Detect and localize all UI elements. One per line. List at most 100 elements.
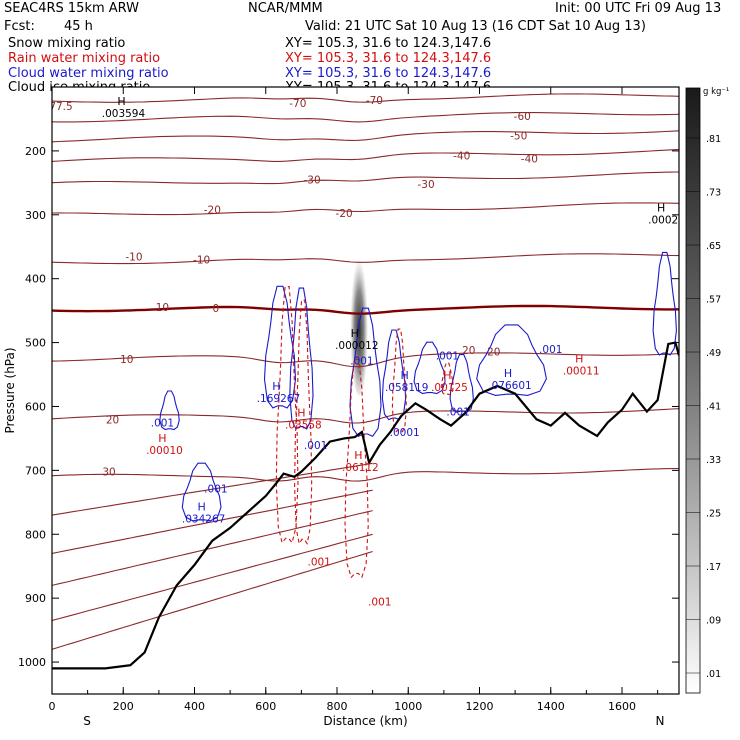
valid-time: Valid: 21 UTC Sat 10 Aug 13 (16 CDT Sat … <box>305 19 646 34</box>
y-tick-label: 500 <box>25 337 46 350</box>
cloud-water-contour-1 <box>263 285 297 409</box>
y-tick-label: 400 <box>25 273 46 286</box>
extremum-marker: H <box>197 501 205 514</box>
x-tick-label: 1400 <box>537 700 565 713</box>
x-tick-label: 1000 <box>394 700 422 713</box>
y-tick-label: 1000 <box>18 656 46 669</box>
colorbar-label: .41 <box>706 402 721 413</box>
field-xy-snow: XY= 105.3, 31.6 to 124.3,147.6 <box>285 36 492 51</box>
isotherm-30 <box>52 467 679 482</box>
isotherm-label: -40 <box>453 150 470 162</box>
isotherm-low-2 <box>52 510 373 586</box>
extremum-marker: H <box>351 327 359 340</box>
cloud-water-contour-8 <box>652 251 677 356</box>
field-name-rain: Rain water mixing ratio <box>8 51 161 66</box>
plot-contents: -77.5 -70 -70 -60 -50 -40 -40 -30 -30 -20 -20 -10 -1… <box>52 93 679 670</box>
field-name-cloud-water: Cloud water mixing ratio <box>8 66 169 81</box>
isotherm-label: -50 <box>510 131 527 143</box>
cloud-water-contour-2 <box>289 287 314 430</box>
colorbar-label: .49 <box>706 348 721 359</box>
rain-water-contour-3 <box>344 358 369 579</box>
init-time: Init: 00 UTC Fri 09 Aug 13 <box>555 1 722 16</box>
extremum-marker: H <box>575 352 583 365</box>
colorbar-label: .65 <box>706 241 721 252</box>
plot-frame <box>51 86 680 695</box>
y-tick-label: 700 <box>25 464 46 477</box>
org-label: NCAR/MMM <box>248 1 323 16</box>
colorbar-label: .57 <box>706 295 721 306</box>
fcst-label: Fcst: <box>4 19 35 34</box>
isotherm-label: -30 <box>417 179 434 191</box>
isotherm-label: -70 <box>289 98 306 110</box>
isotherm-20 <box>52 408 679 424</box>
isotherm--70 <box>52 93 679 103</box>
extremum-value: .076601 <box>488 380 531 392</box>
colorbar-label: .81 <box>706 134 721 145</box>
rain-water-contour-4 <box>391 328 407 433</box>
y-tick-label: 300 <box>25 209 46 222</box>
extremum-value: .06112 <box>342 462 379 474</box>
isotherm-label: -60 <box>514 111 531 123</box>
y-axis-label: Pressure (hPa) <box>3 347 17 433</box>
cloud-water-contour-7 <box>476 324 547 396</box>
contour-value-label: .001 <box>151 417 174 429</box>
x-tick-label: 200 <box>113 700 134 713</box>
isotherm-label: 0 <box>213 303 220 315</box>
cloud-water-contour-3 <box>349 307 382 437</box>
contour-value-label: .0001 <box>390 427 420 439</box>
x-tick-label: 600 <box>255 700 276 713</box>
isotherm-low-1 <box>52 489 373 554</box>
isotherm-label: -10 <box>193 255 210 267</box>
extremum-value: .00125 <box>431 382 468 394</box>
isotherm--20 <box>52 202 679 216</box>
isotherm--30 <box>52 171 679 185</box>
isotherm-label: -20 <box>336 208 353 220</box>
x-tick-label: 1600 <box>608 700 636 713</box>
isotherm-label: 20 <box>487 347 500 359</box>
contour-value-label: .001 <box>304 440 327 452</box>
terrain-line <box>52 341 679 670</box>
extremum-value: .169267 <box>257 393 300 405</box>
plot-area <box>52 87 679 694</box>
extremum-marker: H <box>158 432 166 445</box>
isotherm-label: 10 <box>156 302 169 314</box>
extremum-value: .034267 <box>182 514 225 526</box>
isotherm-0 <box>52 304 679 315</box>
isotherm-label: -30 <box>303 175 320 187</box>
extremum-marker: H <box>272 380 280 393</box>
x-tick-label: 1200 <box>466 700 494 713</box>
extremum-marker: H <box>354 449 362 462</box>
field-name-snow: Snow mixing ratio <box>8 36 126 51</box>
x-axis-label: Distance (km) <box>323 714 407 728</box>
isotherm--40 <box>52 148 679 162</box>
cloud-water-contour-5 <box>413 341 446 395</box>
isotherm-label: -10 <box>125 251 142 263</box>
isotherm-10 <box>52 352 679 368</box>
isotherm-label: 30 <box>102 467 115 479</box>
isotherm-label: -40 <box>521 154 538 166</box>
extremum-value: .0002 <box>648 215 678 227</box>
contour-value-label: .001 <box>436 350 459 362</box>
y-tick-label: 200 <box>25 145 46 158</box>
contour-value-label: .001 <box>350 355 373 367</box>
contour-value-label: .001 <box>204 483 227 495</box>
model-title: SEAC4RS 15km ARW <box>4 1 140 16</box>
rain-water-contour-5 <box>441 362 454 396</box>
isotherm-low-4 <box>52 550 373 650</box>
cloud-water-contour-10 <box>159 390 180 431</box>
colorbar <box>685 87 701 694</box>
isotherm-label: 20 <box>106 414 119 426</box>
colorbar-label: .33 <box>706 455 721 466</box>
isotherm-low-3 <box>52 533 373 622</box>
field-xy-cloud-water: XY= 105.3, 31.6 to 124.3,147.6 <box>285 66 492 81</box>
extremum-value: .00010 <box>146 445 183 457</box>
colorbar-label: .17 <box>706 562 721 573</box>
contour-value-label: .001 <box>446 407 469 419</box>
extremum-value: .003594 <box>102 108 146 120</box>
isotherm-low-0 <box>52 462 373 516</box>
extremum-marker: H <box>443 369 451 382</box>
isotherm-label: 10 <box>120 354 133 366</box>
x-tick-label: 400 <box>184 700 205 713</box>
extremum-marker: H <box>657 202 665 215</box>
